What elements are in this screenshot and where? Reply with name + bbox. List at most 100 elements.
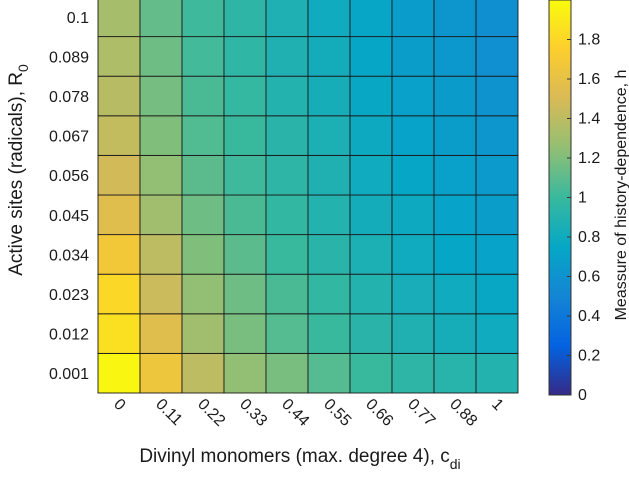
colorbar-ticks: 0 0.2 0.4 0.6 0.8 1 1.2 1.4 1.6 1.8 <box>567 32 600 404</box>
y-axis-label: Active sites (radicals), R0 <box>6 64 31 276</box>
heatmap-cell <box>307 352 351 394</box>
colorbar-tick-label: 0.4 <box>578 308 600 325</box>
heatmap-cell <box>475 234 519 275</box>
heatmap-cell <box>433 313 477 354</box>
y-tick-label: 0.089 <box>49 49 89 66</box>
heatmap-cell <box>181 75 225 117</box>
heatmap-cell <box>139 115 183 156</box>
heatmap-cell <box>97 115 141 156</box>
heatmap-cell <box>223 234 267 275</box>
colorbar-tick-label: 1.4 <box>578 111 600 128</box>
heatmap-cell <box>97 75 141 117</box>
heatmap-cell <box>97 36 141 77</box>
heatmap-cell <box>475 36 519 77</box>
heatmap-cell <box>265 313 309 354</box>
heatmap-cell <box>181 234 225 275</box>
heatmap-cell <box>97 352 141 394</box>
heatmap-cell <box>349 194 393 236</box>
heatmap-cell <box>349 234 393 275</box>
heatmap-cell <box>265 234 309 275</box>
heatmap-cell <box>181 154 225 196</box>
colorbar-tick-label: 0.6 <box>578 269 600 286</box>
heatmap-cell <box>223 313 267 354</box>
heatmap-cell <box>433 75 477 117</box>
heatmap-cell <box>139 313 183 354</box>
heatmap-cell <box>97 0 141 38</box>
heatmap-cell <box>97 234 141 275</box>
colorbar-tick-label: 1 <box>578 190 587 207</box>
heatmap-cell <box>391 154 435 196</box>
heatmap-cell <box>97 313 141 354</box>
heatmap-cell <box>223 194 267 236</box>
y-tick-label: 0.056 <box>49 168 89 185</box>
x-tick-label: 0.22 <box>194 396 228 430</box>
heatmap-cell <box>391 313 435 354</box>
heatmap-cell <box>223 36 267 77</box>
x-tick-label: 0.44 <box>278 396 312 430</box>
heatmap-cell <box>139 234 183 275</box>
heatmap-cell <box>265 75 309 117</box>
heatmap-cell <box>265 194 309 236</box>
colorbar-label: Meassure of history-dependence, h <box>613 70 629 321</box>
x-tick-label: 0.77 <box>404 396 438 430</box>
heatmap-cell <box>349 36 393 77</box>
heatmap-cell <box>391 273 435 315</box>
heatmap-cell <box>139 194 183 236</box>
heatmap-cell <box>181 36 225 77</box>
heatmap-cell <box>139 36 183 77</box>
heatmap-cell <box>307 194 351 236</box>
heatmap-cell <box>349 313 393 354</box>
heatmap-cell <box>307 75 351 117</box>
heatmap-cell <box>307 234 351 275</box>
colorbar-tick-label: 1.6 <box>578 71 600 88</box>
heatmap-cell <box>433 36 477 77</box>
heatmap-cell <box>265 0 309 38</box>
heatmap-cell <box>391 194 435 236</box>
heatmap-cell <box>307 36 351 77</box>
colorbar-tick-label: 0.8 <box>578 229 600 246</box>
heatmap-cell <box>433 352 477 394</box>
heatmap-cell <box>349 75 393 117</box>
heatmap-cell <box>433 234 477 275</box>
heatmap-cell <box>97 273 141 315</box>
y-tick-label: 0.023 <box>49 287 89 304</box>
heatmap-cell <box>181 273 225 315</box>
heatmap-cell <box>223 0 267 38</box>
heatmap-cell <box>391 0 435 38</box>
heatmap-cell <box>433 115 477 156</box>
heatmap-cell <box>475 75 519 117</box>
heatmap-cell <box>265 273 309 315</box>
heatmap-cell <box>265 154 309 196</box>
heatmap-cell <box>475 0 519 38</box>
heatmap-cell <box>475 273 519 315</box>
heatmap-cell <box>391 75 435 117</box>
x-tick-label: 0.88 <box>446 396 480 430</box>
heatmap-cell <box>223 352 267 394</box>
heatmap-cell <box>97 194 141 236</box>
heatmap-cell <box>349 115 393 156</box>
heatmap-cell <box>433 273 477 315</box>
heatmap-cell <box>97 154 141 196</box>
heatmap-cell <box>223 75 267 117</box>
heatmap-cell <box>307 273 351 315</box>
y-tick-label: 0.078 <box>49 89 89 106</box>
heatmap-cell <box>307 154 351 196</box>
y-tick-label: 0.1 <box>67 10 89 27</box>
heatmap-cell <box>223 273 267 315</box>
heatmap-cell <box>433 194 477 236</box>
heatmap-cell <box>475 352 519 394</box>
x-axis-label: Divinyl monomers (max. degree 4), cdi <box>139 446 460 472</box>
heatmap-cell <box>181 313 225 354</box>
heatmap-cell <box>391 234 435 275</box>
heatmap-cell <box>223 154 267 196</box>
heatmap-cell <box>391 115 435 156</box>
x-tick-label: 0.66 <box>362 396 396 430</box>
heatmap-cell <box>181 352 225 394</box>
heatmap-cell <box>139 154 183 196</box>
x-tick-label: 0.55 <box>320 396 354 430</box>
heatmap-cell <box>349 0 393 38</box>
heatmap-cell <box>349 154 393 196</box>
y-tick-labels: 0.001 0.012 0.023 0.034 0.045 0.056 0.067 0.078… <box>49 10 89 383</box>
colorbar-tick-label: 1.8 <box>578 32 600 49</box>
